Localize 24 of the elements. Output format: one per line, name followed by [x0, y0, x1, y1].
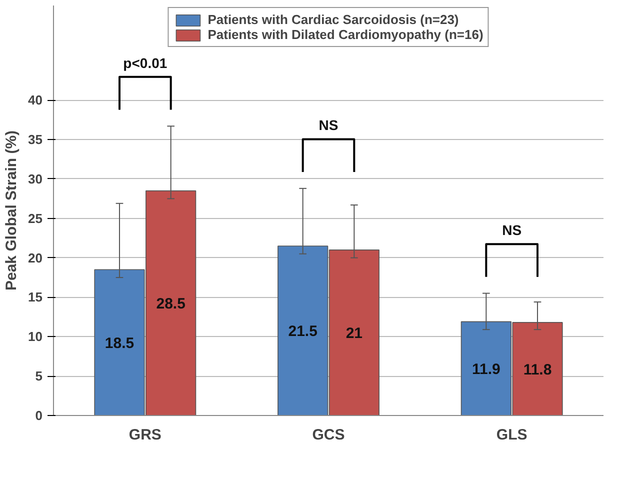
- y-tick-label: 0: [35, 408, 43, 423]
- y-tick-label: 25: [28, 210, 43, 226]
- data-label: 11.9: [472, 361, 500, 378]
- x-tick-label: GRS: [128, 426, 162, 444]
- data-label: 28.5: [156, 296, 186, 313]
- legend-label: Patients with Cardiac Sarcoidosis (n=23): [208, 12, 459, 27]
- data-label: 21.5: [288, 323, 318, 340]
- y-tick-label: 5: [35, 368, 43, 384]
- data-label: 18.5: [104, 335, 134, 352]
- data-label: 11.8: [523, 361, 552, 378]
- y-tick-label: 40: [28, 92, 43, 108]
- y-axis-title: Peak Global Strain (%): [3, 130, 20, 291]
- y-tick-label: 15: [28, 290, 43, 305]
- y-tick-label: 30: [28, 171, 43, 186]
- annotation: NS: [318, 117, 338, 134]
- annotation: p<0.01: [123, 54, 168, 71]
- y-tick-label: 10: [28, 329, 43, 344]
- legend-label: Patients with Dilated Cardiomyopathy (n=16): [208, 27, 484, 42]
- annotation: NS: [502, 222, 522, 238]
- y-tick-label: 35: [28, 132, 43, 148]
- x-tick-label: GLS: [496, 426, 528, 444]
- y-tick-label: 20: [28, 250, 43, 266]
- data-label: 21: [346, 325, 363, 342]
- x-tick-label: GCS: [312, 426, 345, 444]
